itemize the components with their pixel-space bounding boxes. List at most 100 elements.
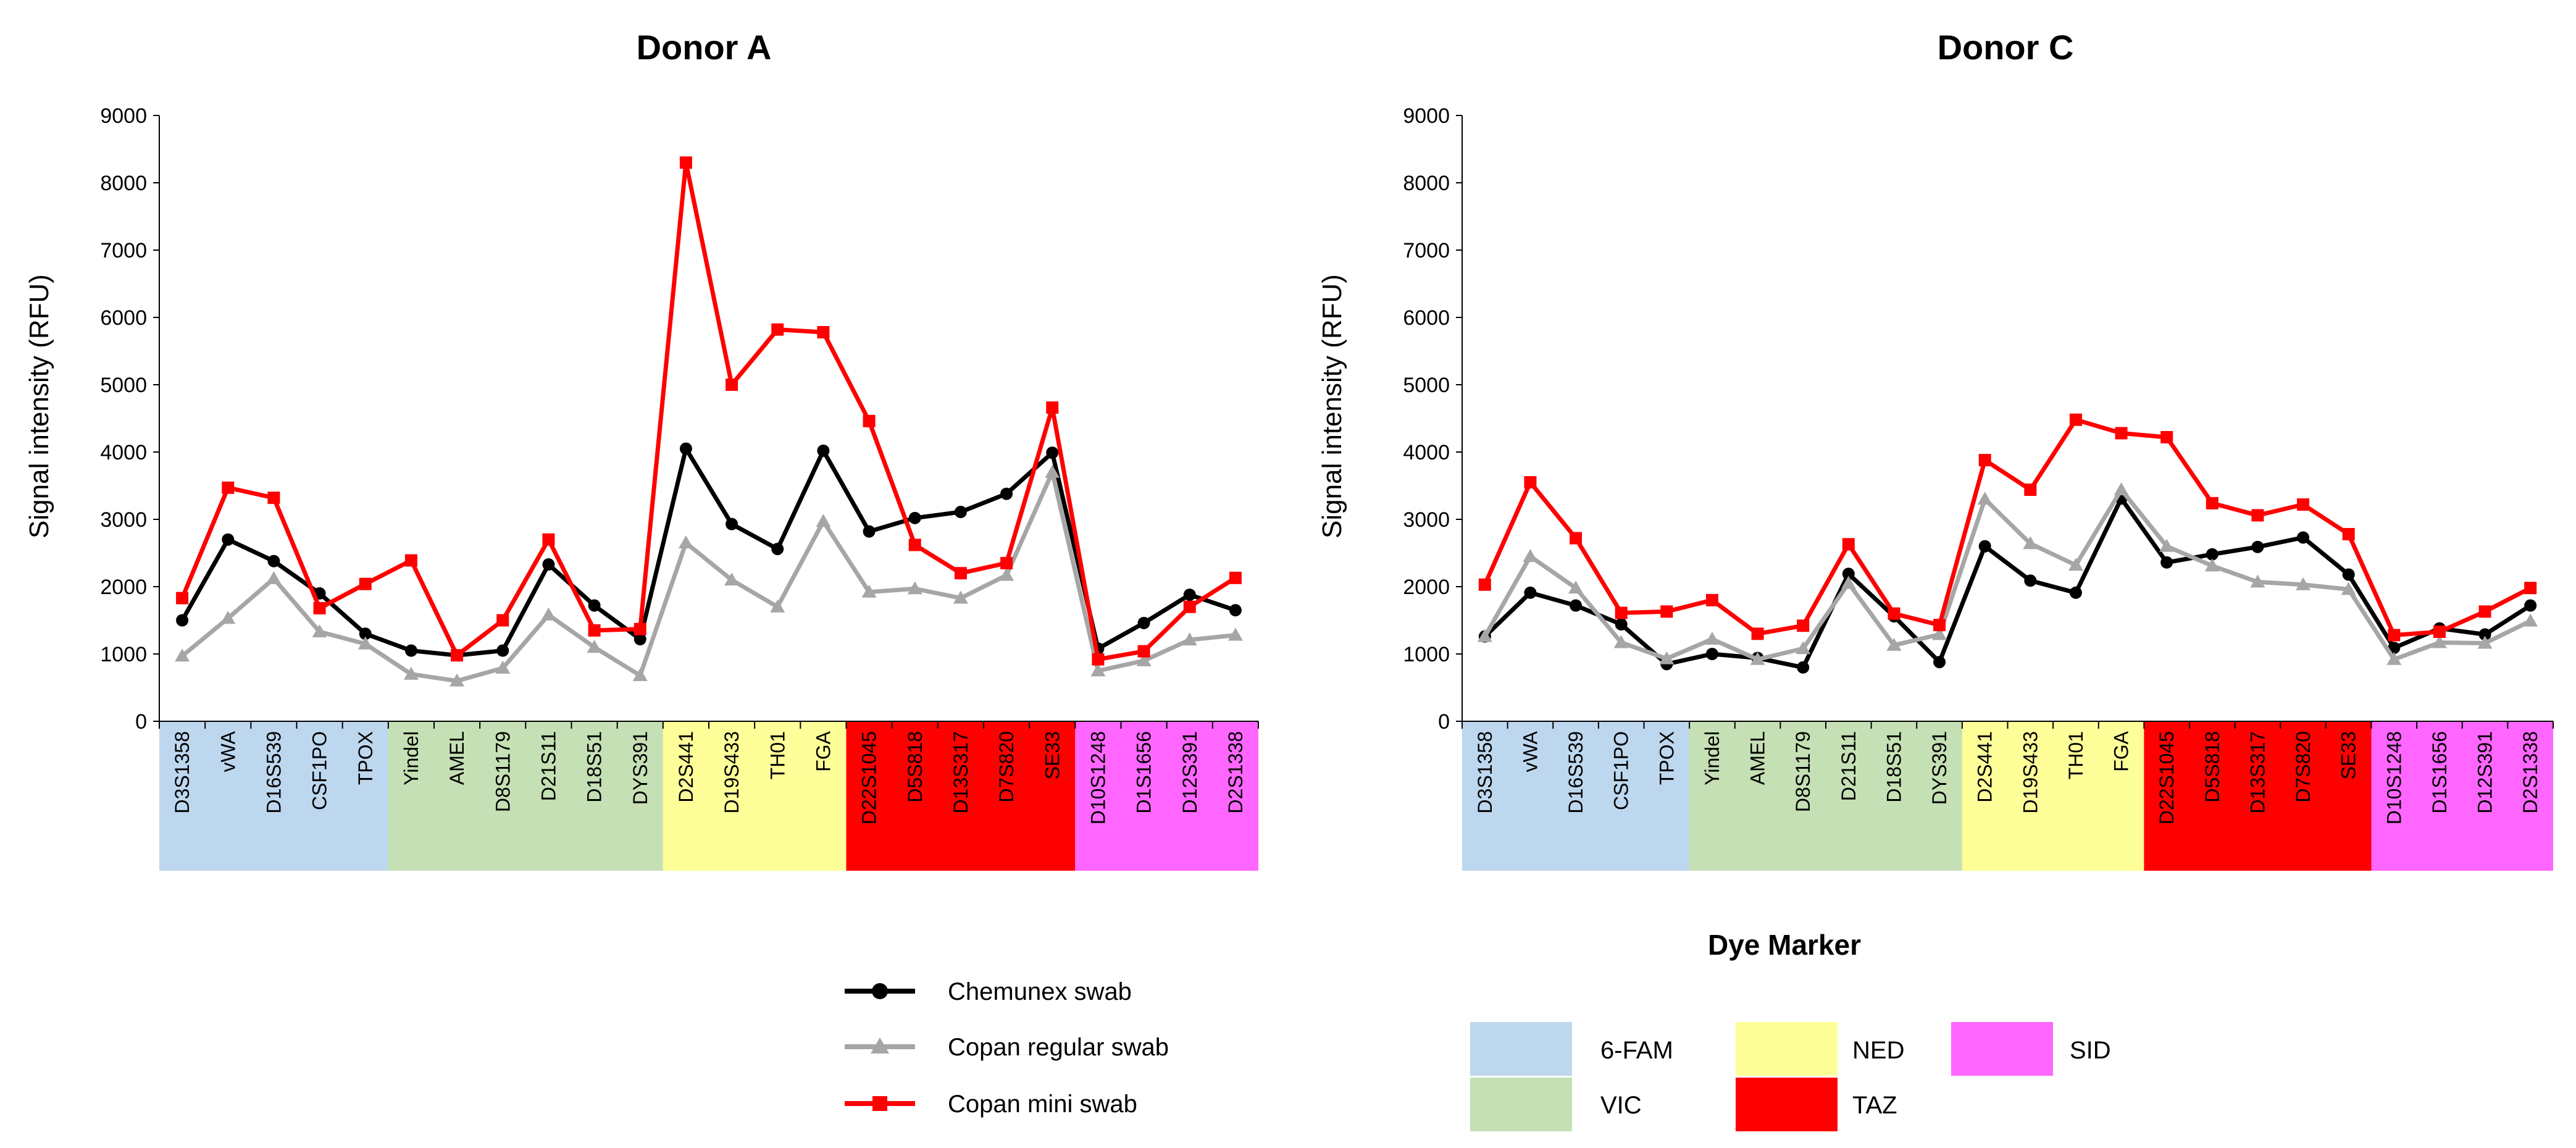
data-point xyxy=(1524,476,1537,489)
data-point xyxy=(176,614,189,627)
x-tick-label: D13S317 xyxy=(2246,731,2269,813)
data-point xyxy=(634,622,646,635)
data-point xyxy=(267,555,280,568)
data-point xyxy=(1000,556,1013,569)
data-point xyxy=(1000,487,1013,500)
axes xyxy=(153,115,1259,729)
dye-band-ned xyxy=(1962,721,2144,871)
dye-label-ned: NED xyxy=(1852,1037,1904,1064)
y-axis-label: Signal intensity (RFU) xyxy=(24,274,54,538)
data-point xyxy=(1045,464,1060,478)
data-point xyxy=(1477,629,1492,642)
dye-swatch-vic xyxy=(1470,1078,1572,1131)
series xyxy=(175,156,1243,687)
data-point xyxy=(1796,641,1811,655)
series-line xyxy=(180,470,1236,684)
data-point xyxy=(1704,632,1720,645)
data-point xyxy=(817,325,830,338)
data-point xyxy=(1705,593,1718,606)
data-point xyxy=(816,514,831,527)
data-point xyxy=(2160,431,2173,444)
data-point xyxy=(632,668,648,681)
x-tick-label: D5S818 xyxy=(2201,731,2223,803)
dye-swatch-taz xyxy=(1736,1078,1838,1131)
x-tick-label: D10S1248 xyxy=(1087,731,1109,824)
data-point xyxy=(588,624,601,637)
data-point xyxy=(222,481,235,494)
x-tick-label: D7S820 xyxy=(995,731,1018,803)
data-point xyxy=(679,156,692,169)
data-point xyxy=(634,633,646,646)
data-point xyxy=(1046,401,1059,414)
data-point xyxy=(542,558,555,571)
x-tick-label: DYS391 xyxy=(629,731,651,805)
legend-label: Copan regular swab xyxy=(948,1034,1169,1061)
x-tick-label: D19S433 xyxy=(2019,731,2041,813)
x-tick-label: D8S1179 xyxy=(1792,731,1814,812)
data-point xyxy=(2024,484,2037,496)
series-copan-regular-swab xyxy=(175,464,1243,687)
y-tick-label: 2000 xyxy=(100,576,147,599)
dye-band-6-fam xyxy=(159,721,388,871)
data-point xyxy=(2160,556,2173,569)
y-tick-label: 0 xyxy=(1438,710,1450,734)
data-point xyxy=(1229,604,1242,617)
data-point xyxy=(2297,498,2310,511)
x-tick-label: D21S11 xyxy=(1838,731,1860,801)
data-point xyxy=(587,640,602,653)
data-point xyxy=(2342,568,2355,581)
data-point xyxy=(266,571,282,584)
x-tick-label: CSF1PO xyxy=(309,731,331,810)
y-tick-label: 3000 xyxy=(100,508,147,532)
dye-band-sid xyxy=(1075,721,1258,871)
series-chemunex-swab xyxy=(176,442,1242,662)
data-point xyxy=(312,624,327,638)
data-point xyxy=(2524,599,2537,612)
data-point xyxy=(588,599,601,612)
data-point xyxy=(1978,540,1991,553)
y-tick-label: 3000 xyxy=(1403,508,1450,532)
x-tick-label: Yindel xyxy=(400,731,422,786)
data-point xyxy=(403,666,419,680)
x-tick-label: D1S1656 xyxy=(1133,731,1155,813)
data-point xyxy=(1229,571,1242,584)
data-point xyxy=(1137,616,1150,629)
x-tick-label: D13S317 xyxy=(950,731,972,813)
legend-item-copan-regular: Copan regular swab xyxy=(845,1034,1169,1061)
data-point xyxy=(496,644,509,657)
dye-swatch-ned xyxy=(1736,1022,1838,1076)
x-tick-label: D2S441 xyxy=(675,731,697,803)
data-point xyxy=(2296,577,2311,590)
chart-title: Donor C xyxy=(1938,28,2074,67)
data-point xyxy=(2250,574,2265,588)
x-tick-label: D1S1656 xyxy=(2428,731,2451,813)
data-point xyxy=(1046,446,1059,459)
x-tick-label: vWA xyxy=(1519,731,1541,772)
data-point xyxy=(1659,651,1675,664)
x-tick-label: SE33 xyxy=(1041,731,1063,779)
data-point xyxy=(954,567,967,580)
data-point xyxy=(1092,653,1105,666)
legend-label: Copan mini swab xyxy=(948,1091,1137,1118)
y-tick-label: 2000 xyxy=(1403,576,1450,599)
data-point xyxy=(1797,619,1810,632)
x-tick-label: CSF1PO xyxy=(1610,731,1633,810)
data-point xyxy=(1842,538,1855,551)
x-tick-label: Yindel xyxy=(1701,731,1723,786)
dye-swatch-sid xyxy=(1951,1022,2053,1076)
x-tick-label: D12S391 xyxy=(1179,731,1201,813)
data-point xyxy=(908,538,921,551)
data-point xyxy=(2297,531,2310,544)
data-point xyxy=(1182,632,1197,646)
data-point xyxy=(2478,605,2491,618)
y-tick-label: 1000 xyxy=(100,643,147,666)
data-point xyxy=(359,627,372,640)
data-point xyxy=(1842,568,1855,580)
data-point xyxy=(1660,605,1673,618)
data-point xyxy=(404,644,417,657)
y-tick-label: 4000 xyxy=(100,441,147,464)
dye-band-vic xyxy=(1689,721,1962,871)
x-tick-label: D16S539 xyxy=(1565,731,1587,813)
data-point xyxy=(953,590,968,604)
legend-square-marker xyxy=(872,1096,887,1111)
